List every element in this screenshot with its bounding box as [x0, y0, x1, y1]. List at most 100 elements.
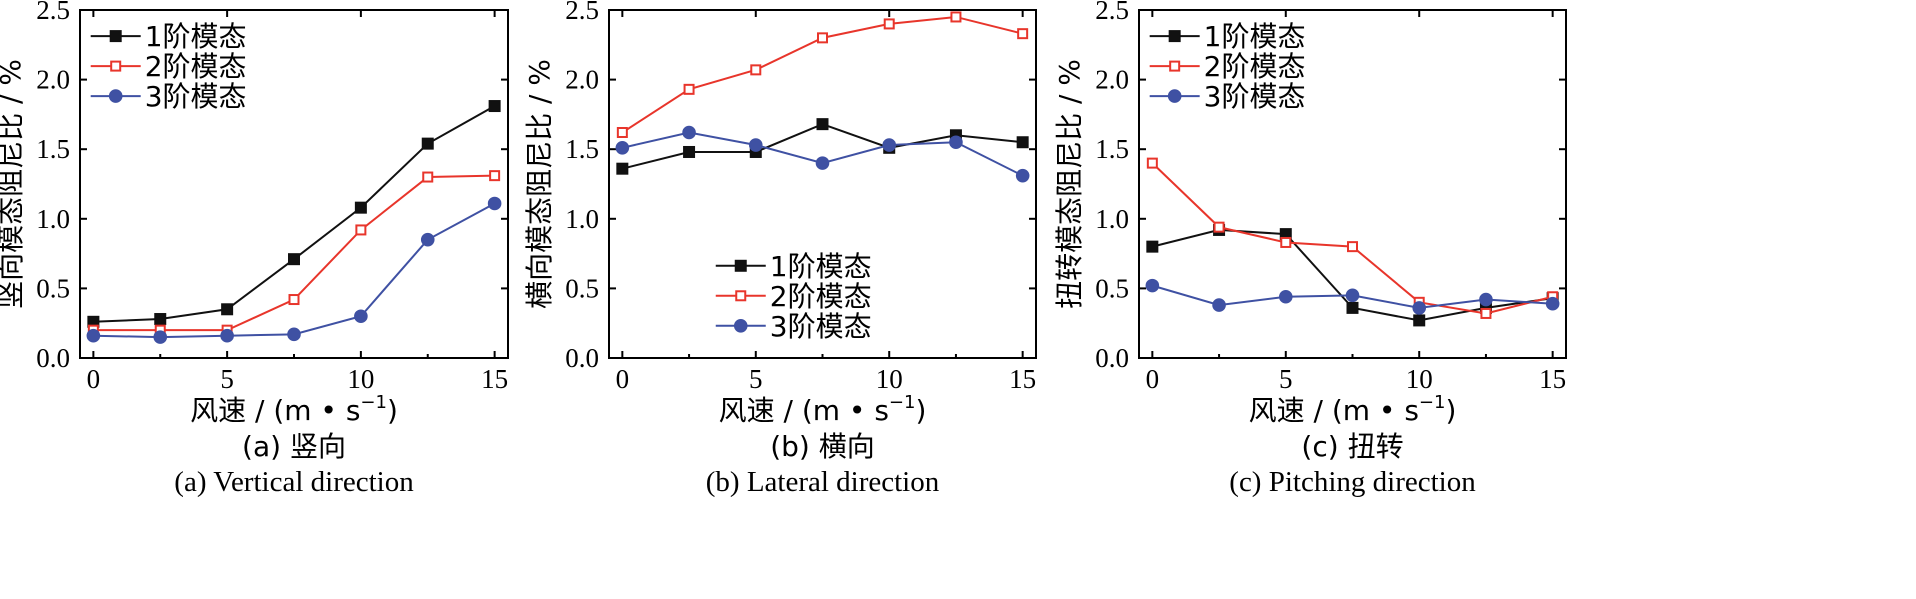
x-axis-title-main: 风速 / (m • s: [190, 394, 360, 427]
data-point: [86, 328, 101, 343]
legend-label: 2阶模态: [145, 50, 247, 83]
legend-label: 2阶模态: [1204, 50, 1306, 83]
caption-en: (b) Lateral direction: [706, 466, 940, 498]
y-tick-label: 1.0: [565, 204, 599, 234]
caption-en: (c) Pitching direction: [1229, 466, 1476, 498]
legend-label: 3阶模态: [145, 80, 247, 113]
data-point: [1545, 296, 1560, 311]
x-tick-label: 15: [1539, 364, 1566, 394]
y-tick-label: 0.0: [1095, 343, 1129, 373]
data-point: [1347, 241, 1358, 253]
data-point: [882, 138, 897, 152]
data-point: [1346, 301, 1359, 314]
data-point: [422, 171, 434, 183]
data-point: [354, 201, 367, 214]
data-point: [883, 18, 895, 30]
data-point: [817, 32, 828, 44]
caption-en: (a) Vertical direction: [174, 466, 414, 498]
y-tick-label: 2.0: [1095, 65, 1129, 95]
data-point: [1146, 157, 1158, 169]
legend-marker: [1167, 89, 1182, 103]
x-tick-label: 15: [481, 364, 508, 394]
y-tick-label: 2.5: [1095, 0, 1129, 25]
x-tick-label: 0: [616, 364, 630, 394]
data-point: [683, 83, 695, 95]
y-tick-label: 0.0: [36, 343, 70, 373]
x-axis-title-sup: −1: [889, 392, 916, 413]
legend-marker: [1169, 60, 1181, 72]
x-axis-title-sup: −1: [360, 392, 387, 413]
panel-b: 0 5 10 15 0.0 0.5 1.0 1.5 2.0 2.5 横向模态阻尼比 / % 风速 / …: [523, 0, 1037, 498]
caption-cn: (c) 扭转: [1301, 430, 1403, 463]
data-point: [750, 64, 762, 76]
series-2: [616, 11, 1029, 138]
data-point: [1345, 288, 1360, 303]
panel-a: 0 5 10 15 0.0 0.5 1.0 1.5 2.0 2.5 竖向模态阻尼比 / % 风速 / …: [0, 0, 509, 498]
data-point: [220, 328, 234, 343]
caption-cn: (b) 横向: [770, 430, 875, 463]
data-point: [221, 303, 234, 316]
data-point: [1145, 278, 1160, 293]
x-tick-label: 0: [87, 364, 101, 394]
data-point: [489, 170, 501, 182]
data-point: [1017, 28, 1029, 40]
data-point: [1146, 240, 1159, 253]
data-point: [949, 135, 963, 150]
y-axis-title: 横向模态阻尼比 / %: [523, 59, 556, 309]
data-point: [1213, 221, 1225, 233]
y-tick-label: 1.5: [565, 134, 599, 164]
data-point: [1015, 168, 1030, 183]
y-tick-label: 2.5: [565, 0, 599, 25]
data-point: [1212, 298, 1226, 312]
panel-c: 0 5 10 15 0.0 0.5 1.0 1.5 2.0 2.5 扭转模态阻尼比 / % 风速 / …: [1053, 0, 1567, 498]
legend-marker: [734, 259, 747, 272]
y-tick-label: 1.0: [1095, 204, 1129, 234]
data-point: [683, 145, 696, 158]
x-tick-label: 0: [1146, 364, 1160, 394]
data-point: [421, 137, 434, 150]
x-axis-title: 风速 / (m • s−1): [1249, 392, 1457, 427]
series-3: [1145, 278, 1560, 315]
series-line: [93, 105, 496, 323]
data-point: [488, 100, 501, 113]
data-point: [1278, 289, 1293, 304]
x-tick-label: 5: [749, 364, 763, 394]
data-point: [153, 330, 168, 344]
y-axis-title: 竖向模态阻尼比 / %: [0, 59, 27, 309]
data-point: [354, 309, 368, 324]
series-3: [86, 196, 502, 344]
data-point: [615, 141, 630, 155]
x-axis-title-sup: −1: [1419, 392, 1446, 413]
legend-label: 2阶模态: [770, 280, 872, 313]
x-axis-title-main: 风速 / (m • s: [719, 394, 889, 427]
data-point: [1412, 301, 1427, 315]
x-tick-label: 5: [220, 364, 234, 394]
legend-label: 1阶模态: [1204, 20, 1306, 53]
legend-marker: [108, 89, 123, 103]
data-point: [1413, 314, 1426, 327]
data-point: [355, 224, 367, 236]
series-2: [87, 170, 501, 336]
x-axis-title-close: ): [387, 394, 398, 427]
data-point: [748, 138, 763, 152]
y-tick-label: 2.0: [565, 65, 599, 95]
x-axis-title: 风速 / (m • s−1): [190, 392, 398, 427]
legend-marker: [735, 290, 747, 302]
data-point: [816, 118, 829, 131]
x-tick-label: 10: [876, 364, 903, 394]
x-axis-title: 风速 / (m • s−1): [719, 392, 927, 427]
data-point: [616, 126, 628, 138]
series-3: [615, 125, 1030, 183]
x-axis-title-main: 风速 / (m • s: [1249, 394, 1419, 427]
data-point: [487, 196, 502, 211]
data-point: [288, 294, 300, 306]
legend-label: 1阶模态: [770, 250, 872, 283]
y-axis-title: 扭转模态阻尼比 / %: [1053, 59, 1086, 309]
data-point: [154, 313, 167, 326]
data-point: [287, 327, 301, 342]
legend-marker: [109, 30, 122, 43]
series-line: [93, 174, 495, 332]
